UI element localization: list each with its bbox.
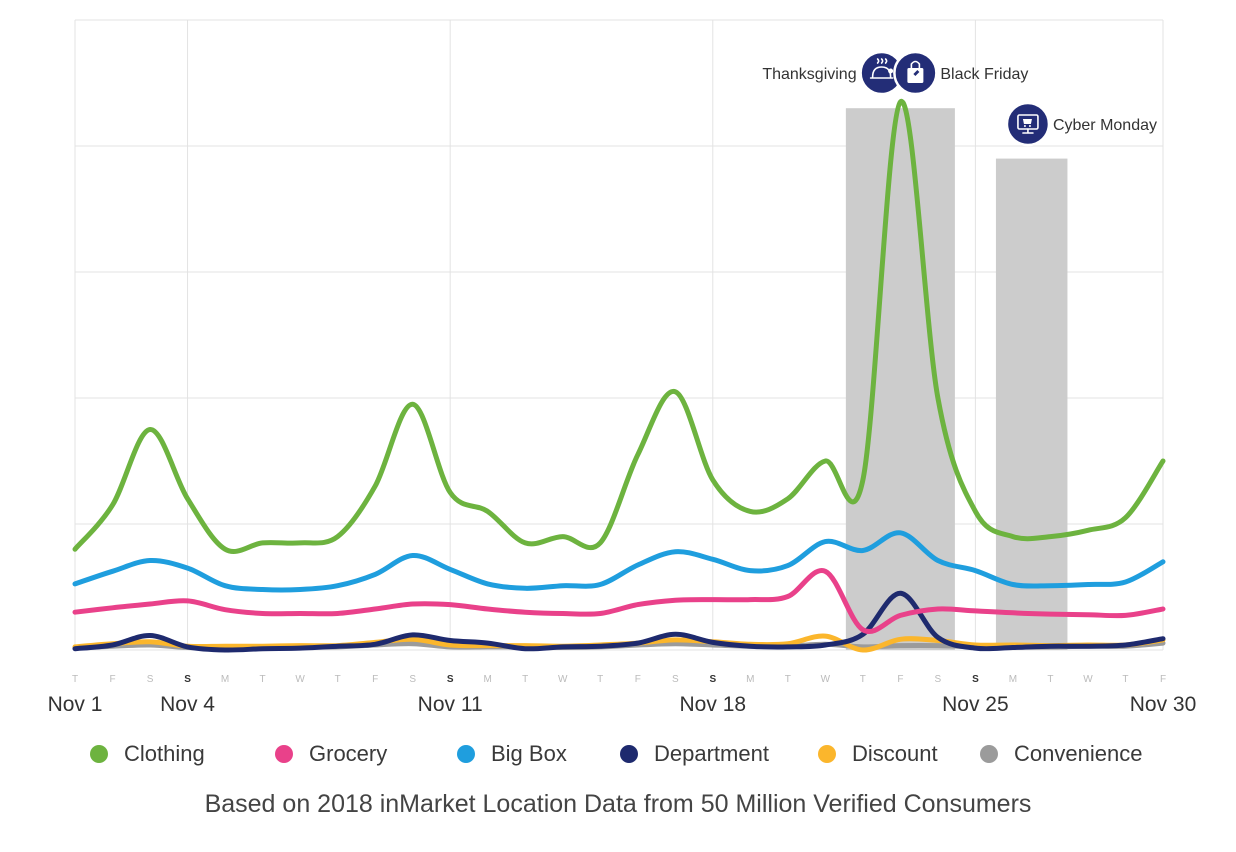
day-tick-label: S (147, 674, 154, 685)
cart-wheel (1023, 125, 1026, 127)
date-label: Nov 25 (942, 693, 1009, 716)
day-tick-label: T (785, 674, 791, 685)
legend-swatch-big-box (457, 745, 475, 763)
cart-basket (1022, 119, 1032, 124)
event-marker-thanksgiving: Thanksgiving (762, 50, 904, 96)
event-marker-cyber-monday: Cyber Monday (1005, 101, 1157, 147)
legend-label-big-box: Big Box (491, 741, 567, 766)
day-tick-label: F (897, 674, 903, 685)
day-tick-label: T (597, 674, 603, 685)
series-line-clothing (72, 99, 1166, 554)
day-tick-label: W (295, 674, 305, 685)
legend-item-convenience: Convenience (980, 736, 1142, 772)
day-tick-label: M (484, 674, 492, 685)
date-label: Nov 18 (680, 693, 747, 716)
day-tick-label: W (1083, 674, 1093, 685)
legend-item-clothing: Clothing (90, 736, 205, 772)
legend: Clothing Grocery Big Box Department Disc… (0, 736, 1236, 772)
event-label: Black Friday (940, 66, 1028, 83)
series-line-department (72, 590, 1166, 653)
day-tick-label: T (72, 674, 78, 685)
legend-swatch-convenience (980, 745, 998, 763)
legend-swatch-grocery (275, 745, 293, 763)
day-tick-label: S (709, 674, 716, 685)
day-tick-label: M (746, 674, 754, 685)
legend-item-grocery: Grocery (275, 736, 387, 772)
day-tick-label: S (409, 674, 416, 685)
day-tick-label: T (260, 674, 266, 685)
highlight-bar-1 (845, 108, 955, 650)
date-labels: Nov 1 Nov 4 Nov 11 Nov 18 Nov 25 Nov 30 (48, 693, 1197, 716)
date-label: Nov 4 (160, 693, 215, 716)
date-label: Nov 1 (48, 693, 103, 716)
grid-lines (74, 19, 1164, 651)
day-tick-label: T (522, 674, 528, 685)
legend-swatch-clothing (90, 745, 108, 763)
legend-label-clothing: Clothing (124, 741, 205, 766)
bag-tag (913, 70, 920, 76)
event-marker-black-friday: Black Friday (893, 50, 1028, 96)
legend-label-grocery: Grocery (309, 741, 388, 766)
steam-lines (876, 58, 888, 64)
day-tick-label: S (972, 674, 979, 685)
day-tick-label: M (1009, 674, 1017, 685)
day-tick-label: T (860, 674, 866, 685)
series-line-grocery (72, 568, 1166, 634)
legend-item-big-box: Big Box (457, 736, 567, 772)
date-label: Nov 11 (418, 693, 483, 716)
bag-handle (910, 60, 921, 69)
legend-swatch-discount (818, 745, 836, 763)
day-tick-label: W (558, 674, 568, 685)
day-tick-label: S (935, 674, 942, 685)
series-lines (72, 99, 1166, 653)
legend-label-convenience: Convenience (1014, 741, 1143, 766)
series-line-big-box (72, 530, 1166, 593)
legend-swatch-department (620, 745, 638, 763)
legend-item-department: Department (620, 736, 769, 772)
cart-wheel (1028, 125, 1031, 127)
drumstick (888, 68, 894, 74)
day-tick-label: T (335, 674, 341, 685)
monitor-stand (1022, 128, 1034, 134)
legend-label-discount: Discount (852, 741, 938, 766)
footer-caption: Based on 2018 inMarket Location Data fro… (204, 790, 1032, 818)
day-tick-label: S (672, 674, 679, 685)
event-label: Thanksgiving (762, 66, 856, 83)
day-tick-label: M (221, 674, 229, 685)
day-tick-label: T (1122, 674, 1128, 685)
day-tick-label: F (635, 674, 641, 685)
legend-label-department: Department (654, 741, 769, 766)
event-markers: Thanksgiving Black Friday Cyber Monday (762, 50, 1157, 147)
day-tick-label: F (372, 674, 378, 685)
event-label: Cyber Monday (1053, 117, 1157, 134)
day-tick-label: S (447, 674, 454, 685)
day-tick-label: W (821, 674, 831, 685)
day-tick-label: F (109, 674, 115, 685)
day-tick-label: T (1047, 674, 1053, 685)
day-tick-label: F (1160, 674, 1166, 685)
date-label: Nov 30 (1130, 693, 1197, 716)
highlight-bar-2 (995, 158, 1068, 650)
day-tick-label: S (184, 674, 191, 685)
legend-item-discount: Discount (818, 736, 938, 772)
